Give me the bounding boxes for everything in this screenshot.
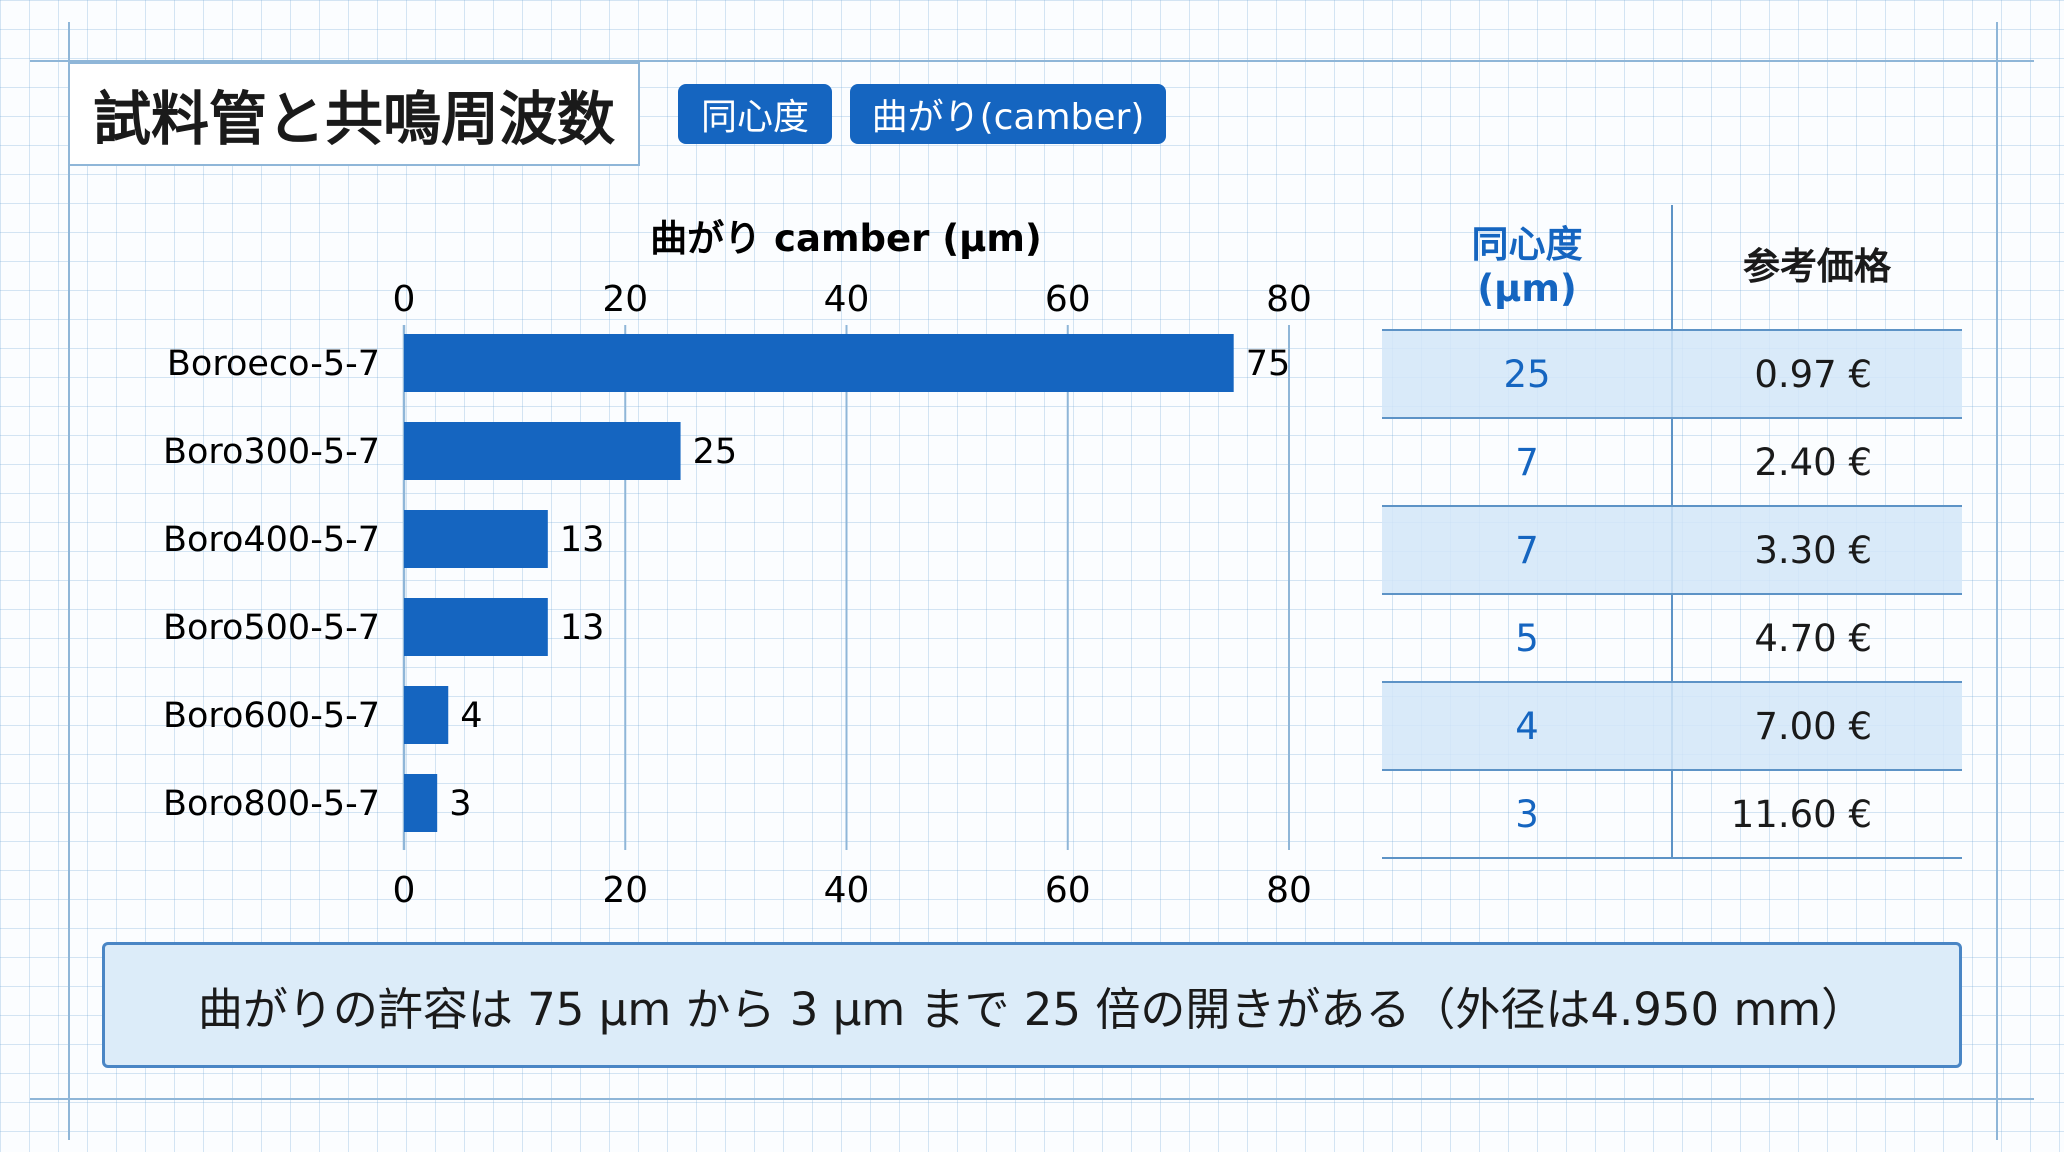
- category-label-Boro400-5-7: Boro400-5-7: [163, 520, 380, 560]
- price-cell: 11.60 €: [1730, 792, 1872, 836]
- tick-bottom-40: 40: [824, 870, 870, 911]
- spec-table: 同心度 (µm) 参考価格 25 0.97 € 7 2.40 € 7 3.30 € 5 4.70…: [1382, 205, 1962, 859]
- value-label-Boro500-5-7: 13: [560, 608, 605, 648]
- concentricity-cell: 5: [1515, 616, 1539, 660]
- bar-Boro500-5-7: [404, 598, 548, 656]
- table-bottom-rule: [1382, 857, 1962, 859]
- category-labels: Boroeco-5-7 Boro300-5-7 Boro400-5-7 Boro500…: [163, 344, 380, 824]
- bar-Boro300-5-7: [404, 422, 681, 480]
- concentricity-cell: 7: [1515, 440, 1539, 484]
- tick-top-40: 40: [824, 279, 870, 320]
- concentricity-cell: 7: [1515, 528, 1539, 572]
- concentricity-cell: 3: [1515, 792, 1539, 836]
- camber-bar-chart: Boroeco-5-7 Boro300-5-7 Boro400-5-7 Boro500…: [163, 217, 1312, 911]
- value-label-Boro600-5-7: 4: [460, 696, 482, 736]
- tick-top-60: 60: [1045, 279, 1091, 320]
- category-label-Boro800-5-7: Boro800-5-7: [163, 784, 380, 824]
- table-body: 25 0.97 € 7 2.40 € 7 3.30 € 5 4.70 € 4 7.00 € 3 11.…: [1382, 329, 1962, 857]
- value-labels: 75 25 13 13 4 3: [449, 344, 1290, 824]
- tick-bottom-80: 80: [1266, 870, 1312, 911]
- bar-Boro600-5-7: [404, 686, 449, 744]
- x-axis-title: 曲がり camber (µm): [650, 217, 1042, 260]
- chart-bars: [404, 334, 1234, 832]
- category-label-Boro300-5-7: Boro300-5-7: [163, 432, 380, 472]
- price-cell: 3.30 €: [1754, 528, 1872, 572]
- category-label-Boroeco-5-7: Boroeco-5-7: [167, 344, 380, 384]
- header-price: 参考価格: [1743, 244, 1891, 288]
- top-tick-labels: 0 20 40 60 80: [393, 279, 1312, 320]
- tick-bottom-0: 0: [393, 870, 416, 911]
- table-row: 4 7.00 €: [1382, 681, 1962, 769]
- header-concentricity: 同心度 (µm): [1471, 222, 1583, 310]
- tab-concentricity[interactable]: 同心度: [678, 84, 832, 144]
- table-row: 5 4.70 €: [1382, 593, 1962, 681]
- bottom-tick-labels: 0 20 40 60 80: [393, 870, 1312, 911]
- value-label-Boro300-5-7: 25: [693, 432, 738, 472]
- frame-right-line: [1996, 22, 1998, 1140]
- table-row: 7 3.30 €: [1382, 505, 1962, 593]
- frame-left-line: [68, 22, 70, 1140]
- tab-camber[interactable]: 曲がり(camber): [850, 84, 1166, 144]
- bar-Boro400-5-7: [404, 510, 548, 568]
- price-cell: 4.70 €: [1754, 616, 1872, 660]
- chart-grid: [402, 325, 1290, 850]
- price-cell: 0.97 €: [1754, 352, 1872, 396]
- bar-Boroeco-5-7: [404, 334, 1234, 392]
- table-row: 3 11.60 €: [1382, 769, 1962, 857]
- category-label-Boro500-5-7: Boro500-5-7: [163, 608, 380, 648]
- tick-top-0: 0: [393, 279, 416, 320]
- frame-top-line: [30, 60, 2034, 62]
- summary-note: 曲がりの許容は 75 µm から 3 µm まで 25 倍の開きがある（外径は4…: [102, 942, 1962, 1068]
- table-header: 同心度 (µm) 参考価格: [1382, 205, 1962, 329]
- concentricity-cell: 25: [1503, 352, 1551, 396]
- bar-Boro800-5-7: [404, 774, 438, 832]
- tick-bottom-20: 20: [602, 870, 648, 911]
- price-cell: 7.00 €: [1754, 704, 1872, 748]
- value-label-Boro800-5-7: 3: [449, 784, 471, 824]
- price-cell: 2.40 €: [1754, 440, 1872, 484]
- category-label-Boro600-5-7: Boro600-5-7: [163, 696, 380, 736]
- tick-top-20: 20: [602, 279, 648, 320]
- value-label-Boroeco-5-7: 75: [1246, 344, 1291, 384]
- value-label-Boro400-5-7: 13: [560, 520, 605, 560]
- page-title: 試料管と共鳴周波数: [68, 62, 640, 166]
- table-row: 7 2.40 €: [1382, 417, 1962, 505]
- frame-bottom-line: [30, 1098, 2034, 1100]
- tick-top-80: 80: [1266, 279, 1312, 320]
- table-row: 25 0.97 €: [1382, 329, 1962, 417]
- tick-bottom-60: 60: [1045, 870, 1091, 911]
- concentricity-cell: 4: [1515, 704, 1539, 748]
